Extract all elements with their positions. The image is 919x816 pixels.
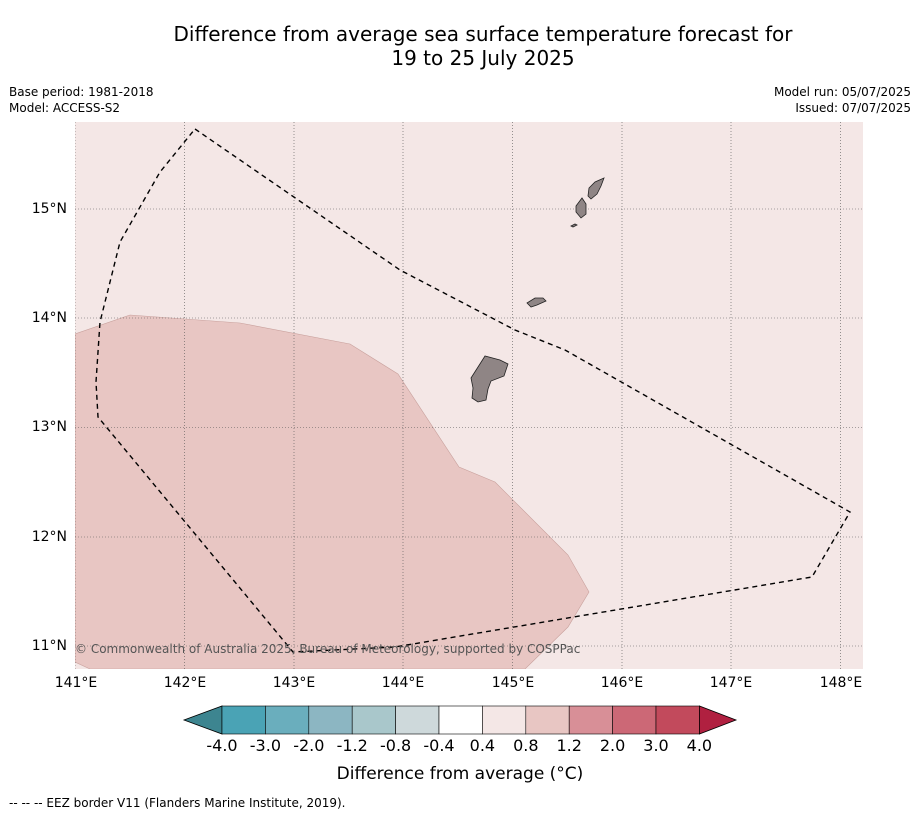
colorbar-segment xyxy=(438,705,483,735)
colorbar-extend-low xyxy=(182,705,223,735)
model-name: Model: ACCESS-S2 xyxy=(9,101,121,115)
colorbar-segment xyxy=(308,705,353,735)
anomaly-region-0-8-to-1-2 xyxy=(75,314,590,669)
colorbar-tick-label: -0.4 xyxy=(423,736,455,755)
lat-label-15n: 15°N xyxy=(31,201,67,217)
colorbar-tick-label: -0.8 xyxy=(379,736,412,755)
colorbar-segment xyxy=(655,705,700,735)
base-period: Base period: 1981-2018 xyxy=(9,85,154,99)
lat-label-14n: 14°N xyxy=(31,310,67,326)
lon-label-145e: 145°E xyxy=(491,675,535,691)
colorbar-segments xyxy=(182,705,738,735)
lat-label-12n: 12°N xyxy=(31,529,67,545)
lon-label-141e: 141°E xyxy=(54,675,98,691)
island-aguijan xyxy=(570,223,578,228)
meta-right: Model run: 05/07/2025 Issued: 07/07/2025 xyxy=(774,84,911,116)
lat-label-11n: 11°N xyxy=(31,638,67,654)
model-run: Model run: 05/07/2025 xyxy=(773,85,911,99)
meta-left: Base period: 1981-2018 Model: ACCESS-S2 xyxy=(9,84,154,116)
lon-label-148e: 148°E xyxy=(819,675,863,691)
map-title: Difference from average sea surface temp… xyxy=(0,22,919,70)
title-line-1: Difference from average sea surface temp… xyxy=(173,22,793,46)
copyright-credit: © Commonwealth of Australia 2025, Bureau… xyxy=(75,642,581,656)
island-saipan xyxy=(587,177,605,200)
lon-label-147e: 147°E xyxy=(709,675,753,691)
colorbar-segment xyxy=(568,705,613,735)
colorbar-extend-high xyxy=(699,705,738,735)
colorbar-tick-label: 2.0 xyxy=(599,736,626,755)
colorbar-tick-label: -1.2 xyxy=(336,736,368,755)
lon-label-144e: 144°E xyxy=(381,675,425,691)
colorbar-segment xyxy=(221,705,266,735)
colorbar-tick-label: -4.0 xyxy=(206,736,238,755)
colorbar-tick-label: 4.0 xyxy=(686,736,713,755)
island-rota xyxy=(526,297,547,308)
eez-border xyxy=(95,128,851,653)
lat-gridlines xyxy=(75,208,863,647)
colorbar-title: Difference from average (°C) xyxy=(336,764,584,784)
colorbar-tick-label: -3.0 xyxy=(249,736,281,755)
issued-date: Issued: 07/07/2025 xyxy=(795,101,911,115)
colorbar-segment xyxy=(525,705,570,735)
colorbar-tick-label: 1.2 xyxy=(556,736,582,755)
colorbar-segment xyxy=(395,705,440,735)
lon-gridlines xyxy=(75,122,841,669)
island-guam xyxy=(470,355,509,403)
lon-label-142e: 142°E xyxy=(163,675,207,691)
colorbar-segment xyxy=(482,705,527,735)
lon-label-146e: 146°E xyxy=(600,675,644,691)
colorbar-tick-label: 3.0 xyxy=(643,736,669,755)
land-islands xyxy=(470,177,605,403)
colorbar-tick-label: 0.4 xyxy=(469,736,496,755)
eez-footnote: -- -- -- EEZ border V11 (Flanders Marine… xyxy=(9,796,346,810)
map-panel xyxy=(75,122,863,669)
colorbar-segment xyxy=(265,705,310,735)
colorbar-tick-label: -2.0 xyxy=(293,736,325,755)
map-svg xyxy=(75,122,863,669)
title-line-2: 19 to 25 July 2025 xyxy=(391,46,575,70)
colorbar-segment xyxy=(612,705,657,735)
lat-label-13n: 13°N xyxy=(31,419,67,435)
island-tinian xyxy=(575,197,587,219)
colorbar-segment xyxy=(351,705,396,735)
lon-label-143e: 143°E xyxy=(272,675,316,691)
colorbar-tick-label: 0.8 xyxy=(513,736,539,755)
